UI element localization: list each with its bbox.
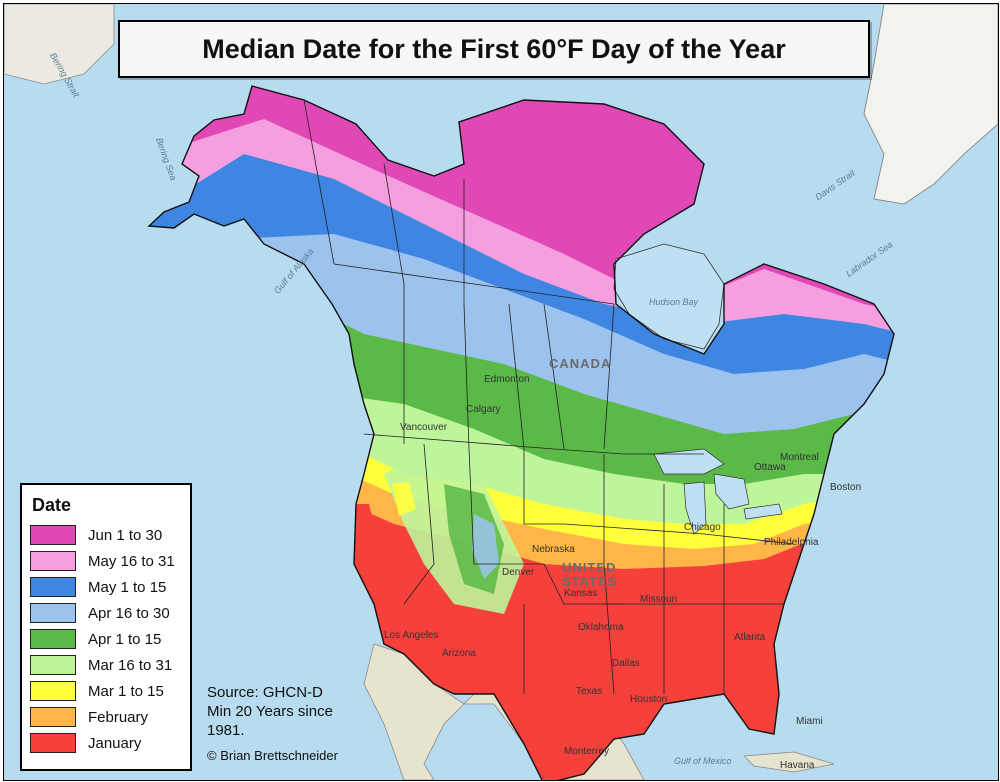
label-miami: Miami [796,716,823,727]
label-vancouver: Vancouver [400,422,448,433]
label-kansas: Kansas [564,588,598,599]
legend-item-mar-late: Mar 16 to 31 [30,654,172,676]
legend-label: May 1 to 15 [88,578,167,596]
legend-swatch [30,655,76,675]
map-title: Median Date for the First 60°F Day of th… [202,33,786,64]
legend-swatch [30,577,76,597]
legend-item-january: January [30,732,141,754]
label-edmonton: Edmonton [484,374,530,385]
label-chicago: Chicago [684,522,721,533]
map-canvas [4,4,998,780]
legend-swatch [30,525,76,545]
legend-label: Mar 16 to 31 [88,656,173,674]
label-texas: Texas [576,686,603,697]
credit-text: © Brian Brettschneider [207,748,338,763]
legend-item-apr-late: Apr 16 to 30 [30,602,170,624]
label-havana: Havana [780,760,815,771]
legend-swatch [30,681,76,701]
label-nebraska: Nebraska [532,544,575,555]
label-missouri: Missouri [640,594,678,605]
label-ottawa: Ottawa [754,462,786,473]
legend-label: January [88,734,142,752]
label-atlanta: Atlanta [734,632,766,643]
legend-label: Mar 1 to 15 [88,682,164,700]
label-boston: Boston [830,482,862,493]
legend-label: Apr 16 to 30 [88,604,170,622]
label-canada: CANADA [549,356,612,371]
legend-label: February [88,708,149,726]
legend-item-february: February [30,706,148,728]
label-dallas: Dallas [612,658,640,669]
source-line: Min 20 Years since [207,703,333,720]
legend-item-may-early: May 1 to 15 [30,576,166,598]
legend-swatch [30,629,76,649]
legend-label: May 16 to 31 [88,552,175,570]
label-philadelphia: Philadelphia [764,537,819,548]
label-oklahoma: Oklahoma [578,622,624,633]
label-united: UNITED [562,560,617,575]
legend-heading: Date [32,495,72,515]
source-line: Source: GHCN-D [207,684,323,701]
label-arizona: Arizona [442,648,476,659]
label-los-angeles: Los Angeles [384,630,439,641]
label-montreal: Montreal [780,452,819,463]
legend-swatch [30,733,76,753]
label-monterrey: Monterrey [564,746,610,757]
legend-label: Jun 1 to 30 [88,526,163,544]
label-gulf-of-mexico: Gulf of Mexico [674,756,732,766]
label-calgary: Calgary [466,404,501,415]
legend-item-jun: Jun 1 to 30 [30,524,162,546]
legend-swatch [30,603,76,623]
map-frame: Bering Sea Bering Strait Gulf of Alaska … [3,3,999,781]
source-line: 1981. [207,722,245,739]
legend-swatch [30,707,76,727]
legend-item-apr-early: Apr 1 to 15 [30,628,161,650]
legend-item-may-late: May 16 to 31 [30,550,175,572]
legend-label: Apr 1 to 15 [88,630,162,648]
label-denver: Denver [502,567,535,578]
legend: Date Jun 1 to 30 May 16 to 31 May 1 to 1… [20,483,192,771]
label-states: STATES [562,574,618,589]
title-box: Median Date for the First 60°F Day of th… [118,20,870,78]
legend-swatch [30,551,76,571]
legend-item-mar-early: Mar 1 to 15 [30,680,164,702]
label-houston: Houston [630,694,668,705]
label-hudson-bay: Hudson Bay [649,297,699,307]
source-note: Source: GHCN-D Min 20 Years since 1981. [207,683,333,740]
